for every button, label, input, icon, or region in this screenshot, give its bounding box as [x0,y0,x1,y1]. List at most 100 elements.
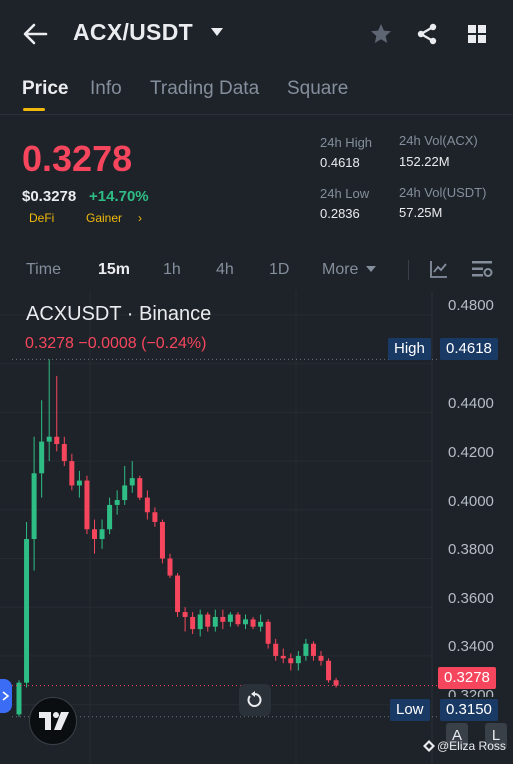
low-value: 0.2836 [320,206,360,221]
tab-trading-data[interactable]: Trading Data [150,78,260,99]
active-tab-indicator [23,108,45,111]
chart-ohlc: 0.3278 −0.0008 (−0.24%) [25,335,207,352]
candle-body [24,539,30,683]
interval-1d[interactable]: 1D [269,261,290,278]
share-icon[interactable] [415,22,439,46]
more-caret-icon[interactable] [366,265,376,273]
candle-body [197,614,203,630]
low-label: 24h Low [320,186,370,201]
candle-body [326,660,332,681]
high-badge-label: High [388,338,431,360]
tab-price[interactable]: Price [22,78,69,99]
y-tick-label: 0.4200 [448,444,494,461]
auto-scale-button[interactable]: A [446,723,468,749]
high-label: 24h High [320,135,373,150]
y-tick-label: 0.3200 [448,687,494,697]
candle-body [265,621,271,644]
candle-body [273,643,279,656]
candle-body [16,682,22,715]
pair-title[interactable]: ACX/USDT [73,19,193,45]
last-price: 0.3278 [22,138,133,179]
refresh-icon [247,691,262,707]
candlestick-chart[interactable] [0,291,513,764]
last-price-badge: 0.3278 [438,667,496,689]
candle-body [295,655,301,664]
candle-body [76,480,82,486]
vol-base-label: 24h Vol(ACX) [399,133,478,148]
interval-more[interactable]: More [322,261,359,278]
candle-body [182,612,188,617]
candle-body [129,478,135,486]
price-chart[interactable]: ACXUSDT · Binance 0.3278 −0.0008 (−0.24%… [0,291,513,764]
chart-settings-icon[interactable] [471,260,493,278]
tab-info[interactable]: Info [90,78,122,99]
tradingview-logo[interactable] [29,697,77,745]
high-badge-value: 0.4618 [440,338,498,360]
candle-body [99,529,105,540]
candle-body [107,504,113,530]
usd-price: $0.3278 [22,188,77,205]
tradingview-logo-icon [39,712,69,730]
interval-15m[interactable]: 15m [98,261,131,278]
grid-icon[interactable] [465,22,489,46]
candle-body [92,529,97,540]
candle-body [54,436,60,445]
candle-body [205,614,211,627]
candle-body [61,444,67,462]
candle-body [310,643,316,656]
gainer-chevron-icon[interactable]: › [138,211,142,225]
section-tabs: Price Info Trading Data Square [0,68,513,112]
candle-body [220,616,226,622]
candle-body [280,655,286,659]
candle-body [250,619,256,627]
side-drawer-handle[interactable] [0,679,12,713]
y-tick-label: 0.3800 [448,541,494,558]
candle-body [84,480,90,530]
y-tick-label: 0.4400 [448,395,494,412]
chart-title: ACXUSDT · Binance [26,303,212,325]
candle-body [159,521,165,559]
candle-body [227,614,233,622]
interval-bar: Time 15m 1h 4h 1D More [0,250,513,290]
candle-body [144,497,150,513]
tab-square[interactable]: Square [287,78,349,99]
candle-body [258,621,264,627]
star-icon[interactable] [369,22,393,46]
candle-body [212,616,218,627]
candle-body [152,512,158,522]
candle-body [167,558,173,576]
low-badge-label: Low [390,699,430,721]
vol-quote-label: 24h Vol(USDT) [399,185,487,200]
interval-1h[interactable]: 1h [163,261,181,278]
candle-body [31,473,37,540]
y-tick-label: 0.3400 [448,638,494,655]
y-tick-label: 0.3600 [448,590,494,607]
interval-4h[interactable]: 4h [216,261,234,278]
candle-body [69,461,75,486]
y-tick-label: 0.4000 [448,493,494,510]
back-arrow-icon[interactable] [22,22,48,46]
candle-body [137,478,143,498]
candle-body [318,655,324,661]
candle-body [235,614,241,625]
caret-down-icon[interactable] [210,26,224,38]
vol-base-value: 152.22M [399,154,450,169]
tag-gainer[interactable]: Gainer [86,211,123,225]
candle-body [333,680,339,686]
chevron-right-icon [2,691,10,701]
high-value: 0.4618 [320,155,360,170]
indicator-icon[interactable] [430,260,448,278]
watermark: @Eliza Ross [437,739,506,753]
log-scale-button[interactable]: L [485,723,507,749]
y-tick-label: 0.4800 [448,297,494,314]
interval-time[interactable]: Time [26,261,61,278]
candle-body [114,500,120,505]
candle-body [46,436,52,442]
top-bar: ACX/USDT [0,0,513,68]
tabs-divider [0,114,513,115]
tag-defi[interactable]: DeFi [29,211,55,225]
candle-body [303,643,309,656]
low-badge-value: 0.3150 [440,699,498,721]
candle-body [190,616,196,630]
reset-chart-button[interactable] [239,684,271,716]
